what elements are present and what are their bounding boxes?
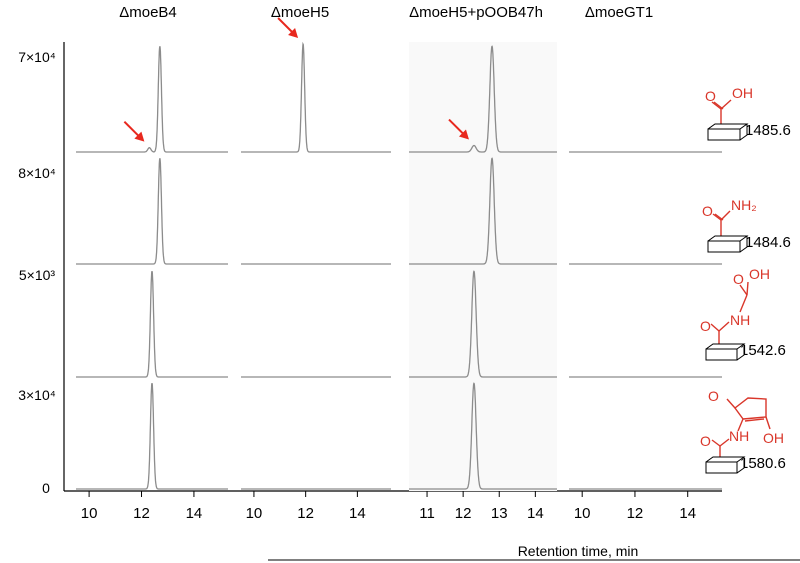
x-tick-label-col-3-2: 12 xyxy=(455,505,472,522)
attachment-box-icon-3 xyxy=(705,343,746,361)
structure-3-atom-3: O xyxy=(733,271,744,287)
attachment-box-icon-1 xyxy=(707,123,749,141)
x-tick-label-col-3-3: 13 xyxy=(491,505,508,522)
structure-2-atom-1: O xyxy=(702,203,713,219)
structure-3-atom-1: O xyxy=(700,318,711,334)
x-tick-label-col-1-1: 10 xyxy=(81,505,98,522)
structure-glycine-conjugate: O OH O NH xyxy=(700,266,770,348)
trace-row-3-col-3 xyxy=(409,270,557,378)
y-label-zero: 0 xyxy=(42,480,50,496)
structure-4-atom-4: O xyxy=(708,388,719,404)
mass-label-row-2: 1484.6 xyxy=(745,234,791,251)
structure-4-atom-3: OH xyxy=(763,430,784,446)
peak-arrow-1 xyxy=(123,120,145,142)
arrow-layer xyxy=(123,17,469,142)
x-tick-label-col-2-3: 14 xyxy=(349,505,366,522)
structure-amide: O NH₂ xyxy=(702,197,757,240)
y-label-row-3: 5×10³ xyxy=(19,267,56,283)
structure-3-atom-4: NH xyxy=(730,312,750,328)
structure-1-atom-2: OH xyxy=(732,85,753,101)
attachment-box-icon-4 xyxy=(705,456,746,474)
x-tick-label-col-4-1: 10 xyxy=(574,505,591,522)
trace-row-1-col-3 xyxy=(409,45,557,153)
trace-row-1-col-1 xyxy=(76,46,228,153)
trace-row-4-col-1 xyxy=(76,383,228,490)
x-tick-label-col-3-1: 11 xyxy=(419,505,435,522)
panel-background-layer xyxy=(409,42,557,491)
x-tick-label-col-3-4: 14 xyxy=(527,505,544,522)
panel-shading xyxy=(409,42,557,491)
x-tick-label-col-1-3: 14 xyxy=(186,505,203,522)
peak-arrow-3 xyxy=(448,118,469,140)
x-tick-label-col-1-2: 12 xyxy=(133,505,150,522)
peak-arrow-2 xyxy=(277,17,299,38)
structure-4-atom-1: O xyxy=(700,433,711,449)
structure-cyclopentenone-conjugate: O NH OH O xyxy=(700,388,784,462)
y-label-row-4: 3×10⁴ xyxy=(18,387,56,403)
x-tick-label-col-4-2: 12 xyxy=(627,505,644,522)
column-title-moegt1: ΔmoeGT1 xyxy=(585,4,653,21)
trace-row-3-col-1 xyxy=(76,271,228,378)
y-label-row-2: 8×10⁴ xyxy=(18,165,56,181)
trace-row-2-col-1 xyxy=(76,158,228,265)
mass-label-row-4: 1580.6 xyxy=(740,455,786,472)
x-tick-label-col-2-1: 10 xyxy=(246,505,263,522)
column-title-moeh5: ΔmoeH5 xyxy=(271,4,329,21)
column-title-moeb4: ΔmoeB4 xyxy=(119,4,177,21)
structure-2-atom-2: NH₂ xyxy=(731,197,757,213)
mass-label-row-3: 1542.6 xyxy=(740,342,786,359)
trace-row-2-col-3 xyxy=(409,157,557,265)
x-tick-label-col-2-2: 12 xyxy=(297,505,314,522)
trace-row-1-col-2 xyxy=(241,41,391,153)
x-axis-title: Retention time, min xyxy=(518,543,639,559)
structure-4-atom-2: NH xyxy=(729,428,749,444)
structure-1-atom-1: O xyxy=(705,88,716,104)
x-tick-label-col-4-3: 14 xyxy=(679,505,696,522)
mass-label-row-1: 1485.6 xyxy=(745,122,791,139)
attachment-box-icon-2 xyxy=(707,235,749,253)
trace-layer xyxy=(76,41,722,490)
x-axis-layer: 10 12 14 10 12 14 11 12 13 14 10 12 14 xyxy=(81,491,696,522)
trace-row-4-col-3 xyxy=(409,382,557,490)
column-title-moeh5-poob47h: ΔmoeH5+pOOB47h xyxy=(409,4,543,21)
structure-3-atom-2: OH xyxy=(749,266,770,282)
y-label-row-1: 7×10⁴ xyxy=(18,49,56,65)
structure-carboxylic-acid: O OH xyxy=(705,85,753,128)
